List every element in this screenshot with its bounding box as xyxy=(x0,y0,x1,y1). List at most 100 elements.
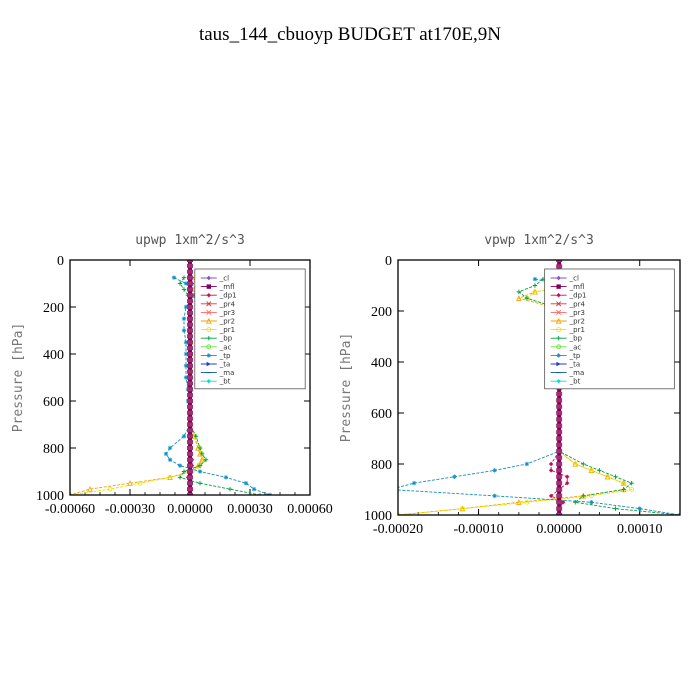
series-pr2 xyxy=(70,274,205,495)
zero-profile-marker xyxy=(187,428,193,433)
legend-swatch-marker xyxy=(556,275,561,281)
legend: _cl_mfl_dp1_pr4_pr3_pr2_pr1_bp_ac_tp_ta_… xyxy=(544,268,675,390)
zero-profile-marker xyxy=(187,463,193,468)
series-point xyxy=(516,499,522,505)
zero-profile-marker xyxy=(187,357,193,362)
upwp-panel: upwp 1xm^2/s^3 Pressure [hPa] -0.00060 -0.0… xyxy=(11,233,333,517)
y-axis-label: Pressure [hPa] xyxy=(339,333,354,443)
series-point xyxy=(548,468,554,473)
zero-profile-marker xyxy=(187,487,193,492)
zero-profile-marker xyxy=(187,322,193,327)
zero-profile-marker xyxy=(556,436,563,441)
legend-label: _pr4 xyxy=(219,300,236,308)
series-point xyxy=(581,493,586,499)
zero-profile-marker xyxy=(187,440,193,445)
series-point xyxy=(572,461,578,467)
series-point xyxy=(181,469,187,474)
legend-item: _pr1 xyxy=(550,326,585,334)
legend-swatch-marker xyxy=(206,301,212,307)
series-point xyxy=(629,480,634,486)
zero-profile-marker xyxy=(187,281,193,286)
axes-frame xyxy=(397,259,681,516)
zero-profile-marker xyxy=(556,404,563,409)
zero-profile-marker xyxy=(187,457,193,462)
series-point xyxy=(588,493,594,499)
zero-profile-marker xyxy=(187,381,193,386)
legend-label: _bt xyxy=(569,378,581,386)
zero-profile-marker xyxy=(187,375,193,380)
zero-profile-marker xyxy=(556,449,563,454)
legend-label: _bt xyxy=(219,378,231,386)
legend-swatch-marker xyxy=(206,336,211,341)
legend-swatch-marker xyxy=(206,379,211,384)
series-point xyxy=(197,481,203,486)
series-point xyxy=(183,340,189,345)
zero-profile-marker xyxy=(556,417,563,422)
figure-title: taus_144_cbuoyp BUDGET at170E,9N xyxy=(199,24,501,45)
series-point xyxy=(588,467,594,473)
zero-profile-marker xyxy=(187,410,193,415)
zero-profile-marker xyxy=(187,387,193,392)
series-point xyxy=(560,500,566,505)
legend-swatch-marker xyxy=(556,344,562,350)
series-point xyxy=(492,468,497,473)
x-tick-label: 0.00010 xyxy=(617,522,663,537)
x-tick-label: -0.00060 xyxy=(45,502,95,517)
zero-profile-marker xyxy=(187,451,193,456)
legend-label: _ta xyxy=(569,361,581,369)
zero-profile-marker xyxy=(187,416,193,421)
zero-profile-marker xyxy=(556,468,563,473)
series-point xyxy=(524,499,530,505)
y-tick-label: 200 xyxy=(43,301,64,316)
y-axis-label: Pressure [hPa] xyxy=(11,323,26,433)
legend-label: _tp xyxy=(219,352,231,360)
y-tick-label: 200 xyxy=(371,305,392,320)
panel-title: vpwp 1xm^2/s^3 xyxy=(484,233,594,248)
zero-profile-marker xyxy=(187,404,193,409)
zero-profile xyxy=(187,260,193,495)
series-point xyxy=(197,445,203,451)
legend-swatch-marker xyxy=(206,327,212,332)
legend-item: _mfl xyxy=(550,283,584,291)
x-tick-label: -0.00030 xyxy=(105,502,155,517)
legend-label: _cl xyxy=(219,275,229,283)
zero-profile-marker xyxy=(556,260,563,262)
zero-profile-marker xyxy=(187,363,193,368)
zero-profile-marker xyxy=(187,475,193,480)
series-point xyxy=(197,463,203,468)
series-point xyxy=(167,457,173,462)
legend-swatch-marker xyxy=(206,293,211,298)
y-tick-label: 800 xyxy=(371,458,392,473)
legend-item: _mfl xyxy=(200,283,235,291)
series-point xyxy=(492,493,497,499)
series-point xyxy=(183,304,189,310)
legend-box xyxy=(544,268,675,390)
legend-swatch-marker xyxy=(556,327,562,332)
zero-profile-marker xyxy=(556,455,563,460)
legend-item: _pr3 xyxy=(550,309,585,317)
zero-profile-marker xyxy=(556,430,563,435)
series-point xyxy=(181,434,187,439)
series-point xyxy=(87,486,93,492)
legend-label: _mfl xyxy=(219,283,235,291)
legend-item: _ma xyxy=(550,369,584,377)
series-point xyxy=(532,276,538,282)
zero-profile-marker xyxy=(556,474,563,479)
zero-profile-marker xyxy=(187,493,193,495)
series-point xyxy=(565,474,570,479)
series-point xyxy=(452,474,457,479)
legend-item: _pr1 xyxy=(200,326,235,334)
zero-profile-marker xyxy=(556,398,563,403)
zero-profile-marker xyxy=(187,305,193,309)
legend-swatch-marker xyxy=(556,353,561,358)
series-line xyxy=(70,277,203,495)
zero-profile-marker xyxy=(187,340,193,345)
series-point xyxy=(548,493,554,499)
series-point xyxy=(181,287,187,292)
y-tick-label: 600 xyxy=(371,407,392,422)
legend-label: _bp xyxy=(219,335,233,343)
legend-label: _pr3 xyxy=(569,309,585,317)
legend-item: _ta xyxy=(200,361,230,369)
legend-label: _pr4 xyxy=(569,300,586,308)
